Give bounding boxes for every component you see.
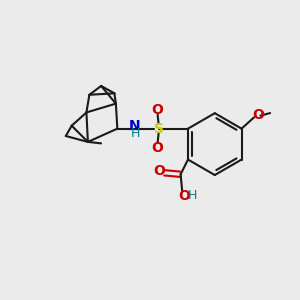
Text: H: H xyxy=(130,128,140,140)
Text: S: S xyxy=(154,122,164,136)
Text: H: H xyxy=(188,189,197,202)
Text: O: O xyxy=(178,189,190,203)
Text: O: O xyxy=(252,107,264,122)
Text: O: O xyxy=(153,164,165,178)
Text: O: O xyxy=(152,103,164,116)
Text: O: O xyxy=(152,141,164,155)
Text: N: N xyxy=(129,119,141,133)
